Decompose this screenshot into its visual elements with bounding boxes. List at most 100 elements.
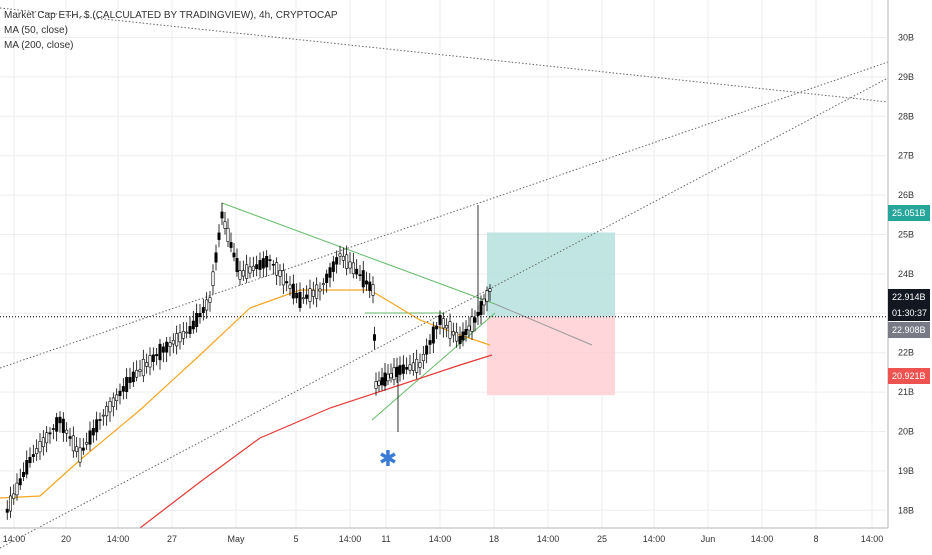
candle [295, 292, 299, 299]
price-label: 20.921B [892, 371, 926, 381]
candle [191, 320, 195, 330]
candle [425, 345, 429, 355]
candle [361, 270, 365, 288]
candle [374, 381, 378, 389]
candle [128, 377, 132, 383]
x-tick-label: 8 [813, 534, 818, 544]
ma200-line [139, 354, 493, 529]
price-label: 22.914B [892, 292, 926, 302]
candle [383, 372, 387, 387]
candle [165, 341, 169, 353]
candle [91, 428, 95, 436]
candle [335, 257, 339, 265]
candle [364, 280, 368, 285]
candle [291, 283, 295, 299]
x-tick-label: 14:00 [429, 534, 452, 544]
candle [148, 355, 152, 368]
candle [51, 428, 55, 430]
x-tick-label: 27 [167, 534, 177, 544]
legend-ma200: MA (200, close) [4, 40, 74, 51]
price-label-box [888, 368, 930, 384]
candle [135, 370, 139, 378]
candle [81, 447, 85, 451]
candle [185, 331, 189, 334]
candle [271, 263, 275, 266]
candle [198, 312, 202, 318]
candle [38, 441, 42, 453]
price-axis [888, 0, 932, 550]
y-tick-label: 21B [898, 387, 914, 397]
candle [488, 288, 492, 292]
candle [48, 432, 52, 435]
candle [411, 362, 415, 371]
candle [261, 258, 265, 269]
candle [226, 228, 230, 242]
price-label-box [888, 289, 930, 305]
candle [325, 273, 329, 284]
candle [238, 270, 242, 280]
candle [232, 252, 236, 258]
trend-line [0, 77, 889, 549]
candle [251, 265, 255, 271]
candle [12, 493, 16, 499]
trend-line [0, 61, 889, 369]
candle [321, 283, 325, 286]
candle [35, 448, 39, 455]
candle [168, 342, 172, 347]
x-tick-label: 14:00 [751, 534, 774, 544]
candle [65, 429, 69, 434]
candle [220, 211, 224, 219]
candle [455, 331, 459, 342]
candle [441, 318, 445, 329]
candle [248, 266, 252, 274]
candle [121, 386, 125, 392]
candle [208, 297, 212, 303]
candle [281, 270, 285, 286]
candle [328, 267, 332, 278]
candle [398, 365, 402, 375]
price-label-box [888, 322, 930, 338]
x-tick-label: 11 [381, 534, 390, 544]
candle [101, 414, 105, 417]
x-tick-label: 20 [61, 534, 71, 544]
x-tick-label: May [227, 534, 245, 544]
trend-line [494, 303, 593, 346]
candle [389, 373, 393, 379]
candle [445, 325, 449, 329]
candle [265, 256, 269, 268]
x-tick-label: 14:00 [861, 534, 884, 544]
candle [405, 367, 409, 370]
candle [18, 478, 22, 486]
candle [308, 288, 312, 302]
candle [482, 298, 486, 306]
x-tick-label: 25 [597, 534, 607, 544]
chart-title: Market Cap ETH, $ (CALCULATED BY TRADING… [4, 10, 338, 21]
candle [278, 269, 282, 277]
candle [55, 417, 59, 432]
candle [428, 340, 432, 345]
candle [85, 442, 89, 445]
candle [158, 343, 162, 361]
candle [68, 436, 72, 439]
candle [285, 281, 289, 284]
candle [464, 329, 468, 335]
candle [105, 406, 109, 417]
candle [315, 284, 319, 299]
candle [438, 315, 442, 325]
candle [241, 270, 245, 277]
x-tick-label: 14:00 [107, 534, 130, 544]
candle [467, 325, 471, 331]
candle [131, 371, 135, 383]
candle [28, 456, 32, 464]
candle [171, 340, 175, 345]
y-tick-label: 19B [898, 466, 914, 476]
candle [371, 284, 375, 296]
candle [298, 292, 302, 308]
candle [421, 353, 425, 362]
price-label: 25.051B [892, 208, 926, 218]
candle [95, 419, 99, 433]
candle [435, 325, 439, 330]
candle [448, 321, 452, 339]
